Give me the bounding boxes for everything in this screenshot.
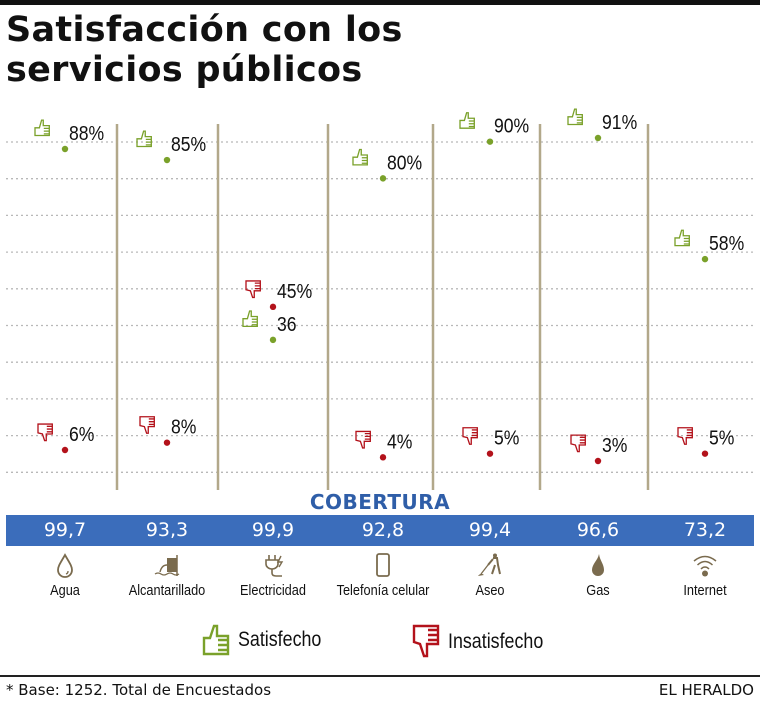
sweeper-icon (478, 553, 501, 576)
satisfied-point (486, 138, 494, 145)
thumbs-down-icon (37, 423, 53, 442)
satisfied-value-label: 36 (277, 313, 297, 335)
thumbs-down-icon (139, 416, 155, 434)
service-agua: Agua (5, 552, 125, 599)
service-label: Gas (586, 582, 610, 599)
thumbs-down-icon (412, 624, 440, 658)
dissatisfied-point (594, 457, 602, 465)
satisfied-point (379, 175, 387, 182)
dissatisfied-value-label: 3% (602, 434, 628, 456)
dissatisfied-point (163, 439, 171, 446)
thumbs-up-icon (567, 108, 583, 126)
legend-dissatisfied: Insatisfecho (410, 622, 560, 662)
dissatisfied-value-label: 8% (171, 416, 197, 438)
satisfied-value-label: 80% (387, 151, 422, 173)
satisfied-point (61, 145, 69, 153)
wifi-icon (693, 555, 717, 577)
dissatisfied-point (379, 454, 387, 461)
coverage-value: 99,7 (43, 519, 87, 541)
dissatisfied-value-label: 4% (387, 430, 413, 452)
coverage-label: COBERTURA (309, 490, 451, 514)
top-rule (0, 0, 760, 5)
dissatisfied-point (701, 450, 709, 457)
footnote: * Base: 1252. Total de Encuestados (6, 681, 272, 699)
satisfied-value-label: 91% (602, 111, 637, 133)
satisfied-point (163, 156, 171, 164)
gas-flame-icon (592, 554, 604, 576)
service-gas: Gas (538, 552, 658, 599)
title-line-2: servicios públicos (6, 50, 363, 90)
dissatisfied-point (61, 446, 69, 454)
dissatisfied-point (269, 303, 277, 311)
coverage-value: 99,9 (251, 519, 295, 541)
thumbs-up-icon (136, 130, 152, 148)
satisfied-value-label: 58% (709, 232, 744, 254)
mobile-phone-icon (376, 553, 390, 577)
satisfied-point (701, 255, 709, 263)
coverage-value: 73,2 (683, 519, 727, 541)
service-alcantarillado: Alcantarillado (107, 552, 227, 599)
thumbs-down-icon (462, 427, 478, 445)
thumbs-down-icon (677, 427, 693, 445)
thumbs-up-icon (459, 112, 475, 129)
thumbs-up-icon (674, 229, 690, 247)
dissatisfied-point (486, 450, 494, 457)
dissatisfied-value-label: 45% (277, 280, 312, 302)
thumbs-up-icon (202, 624, 230, 656)
coverage-value: 99,4 (468, 519, 512, 541)
satisfied-value-label: 85% (171, 133, 206, 155)
legend-satisfied-label: Satisfecho (238, 628, 322, 651)
satisfied-value-label: 90% (494, 115, 529, 137)
water-drop-icon (57, 553, 73, 578)
service-label: Electricidad (240, 582, 306, 599)
service-label: Alcantarillado (128, 582, 206, 599)
satisfied-point (269, 336, 277, 344)
service-aseo: Aseo (430, 552, 550, 599)
thumbs-down-icon (245, 280, 261, 299)
service-label: Internet (683, 582, 727, 599)
coverage-value: 92,8 (361, 519, 405, 541)
service-label: Telefonía celular (336, 582, 430, 599)
satisfied-point (594, 134, 602, 142)
sewer-pipe-icon (154, 555, 180, 576)
thumbs-up-icon (352, 148, 368, 166)
satisfaction-chart: 88% 85% 36 80% 90% 91% 58% 6% 8% 45% 4% 5% 3% 5% (6, 108, 754, 490)
thumbs-down-icon (355, 430, 371, 449)
service-label: Agua (50, 582, 80, 599)
satisfied-value-label: 88% (69, 122, 104, 144)
thumbs-up-icon (34, 119, 50, 137)
coverage-value: 96,6 (576, 519, 620, 541)
coverage-bar: 99,7 93,3 99,9 92,8 99,4 96,6 73,2 (6, 515, 754, 546)
dissatisfied-value-label: 6% (69, 423, 95, 445)
service-internet: Internet (645, 552, 760, 599)
dissatisfied-value-label: 5% (709, 427, 735, 449)
service-electricidad: Electricidad (213, 552, 333, 599)
thumbs-down-icon (570, 434, 586, 453)
brand-credit: EL HERALDO (658, 681, 754, 699)
electric-plug-icon (265, 555, 284, 577)
page-title: Satisfacción con los servicios públicos (6, 10, 403, 90)
title-line-1: Satisfacción con los (6, 10, 403, 50)
service-telefon-a-celular: Telefonía celular (323, 552, 443, 599)
dissatisfied-value-label: 5% (494, 427, 520, 449)
coverage-value: 93,3 (145, 519, 189, 541)
legend-satisfied: Satisfecho (200, 622, 336, 658)
legend-dissatisfied-label: Insatisfecho (448, 630, 544, 653)
bottom-rule (0, 675, 760, 677)
service-label: Aseo (475, 582, 505, 599)
thumbs-up-icon (242, 310, 258, 328)
